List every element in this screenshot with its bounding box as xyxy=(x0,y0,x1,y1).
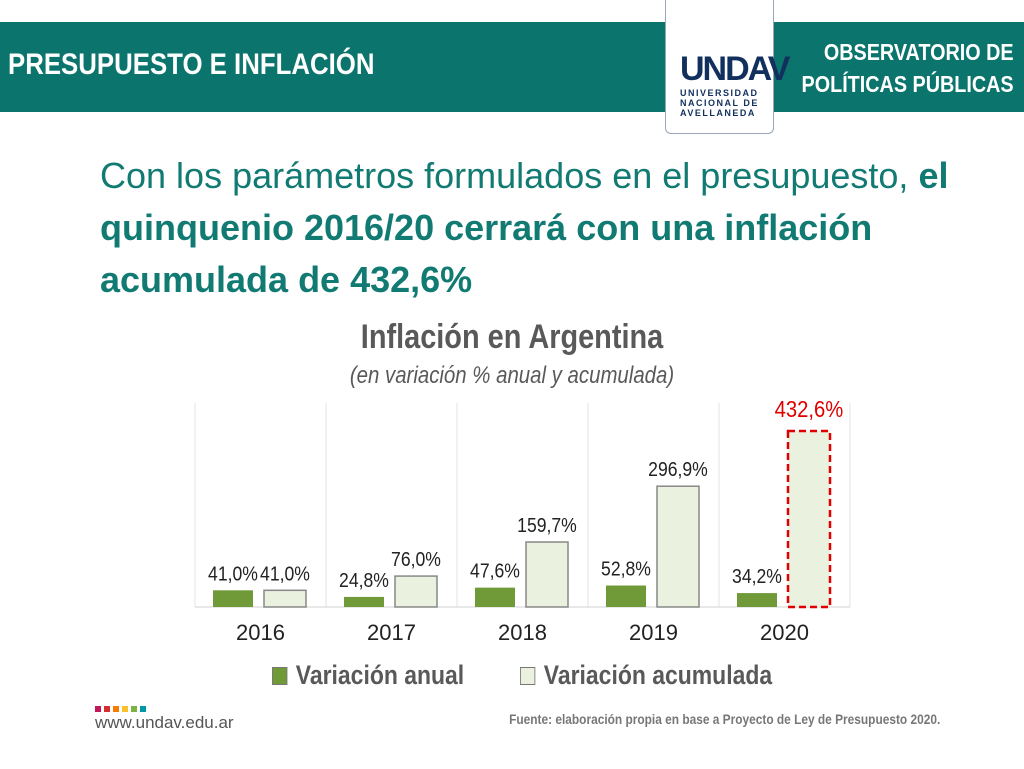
legend-label: Variación acumulada xyxy=(543,660,773,690)
bar-anual-2016 xyxy=(213,590,253,607)
data-label: 52,8% xyxy=(601,557,651,579)
header-bar xyxy=(0,22,1024,112)
legend-label: Variación anual xyxy=(295,660,465,690)
bar-acumulada-2017 xyxy=(394,575,438,608)
bar-acumulada-2018 xyxy=(525,541,569,608)
legend-swatch-acumulada xyxy=(520,666,536,685)
chart-title: Inflación en Argentina xyxy=(360,318,664,356)
legend-anual: Variación anual xyxy=(272,660,464,691)
brand-dot xyxy=(131,706,137,712)
bar-acumulada-2016 xyxy=(263,589,307,608)
undav-logo: UNDAV UNIVERSIDAD NACIONAL DE AVELLANEDA xyxy=(665,0,790,134)
obs-line1: OBSERVATORIO DE xyxy=(824,39,1014,65)
brand-dot xyxy=(95,706,101,712)
brand-dot xyxy=(122,706,128,712)
data-label: 41,0% xyxy=(260,562,310,584)
page-title: PRESUPUESTO E INFLACIÓN xyxy=(8,48,375,81)
data-label: 76,0% xyxy=(391,548,441,570)
bar-acumulada-2020 xyxy=(786,429,832,609)
observatorio-label: OBSERVATORIO DE POLÍTICAS PÚBLICAS xyxy=(802,36,1014,100)
logo-line3: AVELLANEDA xyxy=(680,108,756,118)
data-label: 432,6% xyxy=(775,396,844,423)
brand-dot xyxy=(140,706,146,712)
bar-acumulada-2019 xyxy=(656,485,700,608)
obs-line2: POLÍTICAS PÚBLICAS xyxy=(801,71,1014,97)
data-label: 159,7% xyxy=(517,514,577,536)
bar-anual-2017 xyxy=(344,596,384,607)
x-tick-label: 2019 xyxy=(629,620,678,645)
bar-anual-2020 xyxy=(737,593,777,607)
data-label: 296,9% xyxy=(648,458,708,480)
data-label: 24,8% xyxy=(339,569,389,591)
brand-dots xyxy=(95,706,146,712)
data-label: 41,0% xyxy=(208,562,258,584)
bar-anual-2018 xyxy=(475,587,515,607)
x-tick-label: 2016 xyxy=(236,620,285,645)
source-note: Fuente: elaboración propia en base a Pro… xyxy=(508,711,940,727)
legend-acumulada: Variación acumulada xyxy=(520,660,772,691)
chart-subtitle: (en variación % anual y acumulada) xyxy=(349,362,675,389)
headline-bold: el quinquenio 2016/20 cerrará con una in… xyxy=(100,155,949,300)
headline: Con los parámetros formulados en el pres… xyxy=(100,150,980,306)
x-tick-label: 2018 xyxy=(498,620,547,645)
logo-line1: UNIVERSIDAD xyxy=(680,88,759,98)
logo-mark: UNDAV xyxy=(680,50,790,88)
data-label: 47,6% xyxy=(470,560,520,582)
headline-normal: Con los parámetros formulados en el pres… xyxy=(100,155,919,196)
x-tick-label: 2017 xyxy=(367,620,416,645)
brand-dot xyxy=(113,706,119,712)
data-label: 34,2% xyxy=(732,565,782,587)
logo-text: UNIVERSIDAD NACIONAL DE AVELLANEDA xyxy=(680,88,759,118)
logo-line2: NACIONAL DE xyxy=(680,98,759,108)
brand-dot xyxy=(104,706,110,712)
bar-anual-2019 xyxy=(606,585,646,607)
website-link[interactable]: www.undav.edu.ar xyxy=(95,713,234,732)
legend-swatch-anual xyxy=(272,666,288,685)
x-tick-label: 2020 xyxy=(760,620,809,645)
